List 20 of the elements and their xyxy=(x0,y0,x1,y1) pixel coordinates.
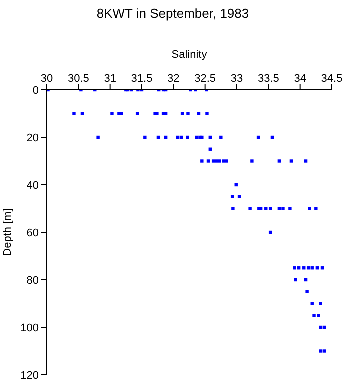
x-tick-label: 31.5 xyxy=(131,73,153,85)
x-tick-label: 34.5 xyxy=(321,73,343,85)
y-axis-title: Depth [m] xyxy=(2,208,14,256)
x-tick-label: 33 xyxy=(230,73,244,85)
x-tick-label: 32 xyxy=(168,73,180,85)
y-tick-label: 40 xyxy=(26,180,39,192)
y-tick-label: 100 xyxy=(20,322,39,334)
x-tick-label: 34 xyxy=(294,73,306,85)
x-tick-label: 30.5 xyxy=(68,73,90,85)
x-tick-label: 32.5 xyxy=(194,73,216,85)
y-tick-label: 120 xyxy=(20,370,39,382)
y-tick-label: 60 xyxy=(26,227,39,240)
x-axis-title: Salinity xyxy=(172,48,208,61)
y-tick-label: 0 xyxy=(32,84,39,97)
y-tick-label: 80 xyxy=(26,274,39,287)
x-tick-label: 30 xyxy=(40,73,54,85)
x-tick-label: 31 xyxy=(104,73,116,85)
y-tick-label: 20 xyxy=(26,132,39,144)
chart-title: 8KWT in September, 1983 xyxy=(96,6,250,21)
x-tick-label: 33.5 xyxy=(258,73,280,85)
